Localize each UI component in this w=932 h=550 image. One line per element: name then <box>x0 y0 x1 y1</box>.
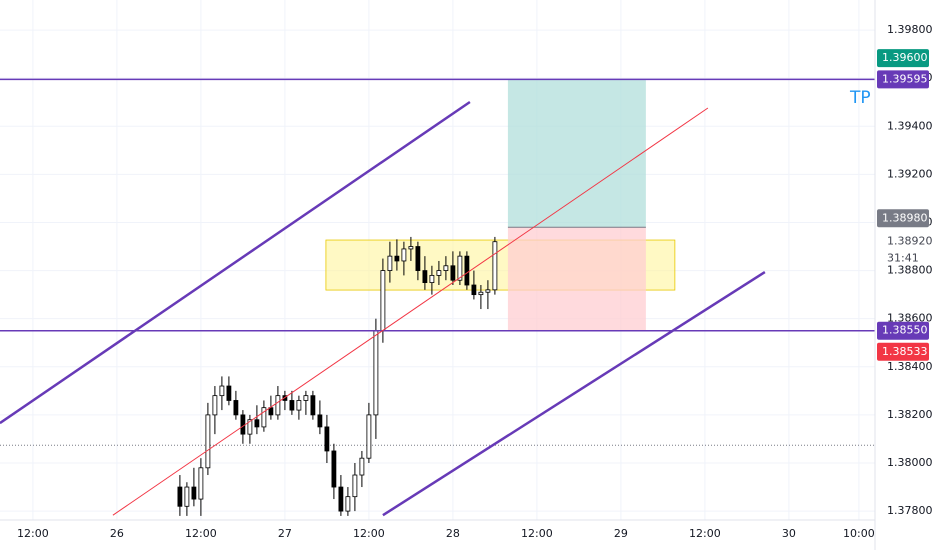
candle-body <box>219 385 225 397</box>
candle-body <box>310 395 316 416</box>
x-tick-label: 10:00 <box>843 527 875 540</box>
candle-body <box>184 486 190 507</box>
y-tick-label: 1.38000 <box>887 456 932 469</box>
price-badge <box>877 321 929 340</box>
candle-body <box>492 241 498 291</box>
candle-body <box>366 414 372 459</box>
candle-body <box>429 274 435 284</box>
price-badge <box>877 342 929 361</box>
candle-body <box>247 419 253 435</box>
y-tick-label: 1.37800 <box>887 504 932 517</box>
x-tick-label: 12:00 <box>17 527 49 540</box>
candle-body <box>450 265 456 281</box>
price-badge-label: 1.39595 <box>882 72 928 85</box>
candle-body <box>205 414 211 469</box>
x-tick-label: 29 <box>614 527 628 540</box>
candle-body <box>380 270 386 332</box>
y-tick-label: 1.39400 <box>887 119 932 132</box>
y-tick-label: 1.38800 <box>887 264 932 277</box>
candle-body <box>443 265 449 271</box>
candle-body <box>233 400 239 416</box>
candle-body <box>289 400 295 411</box>
candle-body <box>471 284 477 296</box>
candle-body <box>268 407 274 416</box>
candle-body <box>422 270 428 284</box>
candle-body <box>352 474 358 498</box>
y-tick-label: 1.38200 <box>887 408 932 421</box>
x-tick-label: 26 <box>110 527 124 540</box>
x-tick-label: 12:00 <box>689 527 721 540</box>
candle-body <box>303 395 309 401</box>
candle-body <box>317 414 323 428</box>
candle-body <box>415 246 421 271</box>
trend-line <box>112 107 709 516</box>
x-tick-label: 28 <box>446 527 460 540</box>
candle-body <box>198 467 204 500</box>
trend-line <box>382 270 766 517</box>
candle-body <box>457 255 463 281</box>
candle-body <box>331 450 337 488</box>
price-badge <box>877 49 929 68</box>
candle-body <box>240 414 246 435</box>
candle-body <box>338 486 344 512</box>
candle-body <box>177 486 183 507</box>
candle-body <box>373 330 379 416</box>
candle-body <box>436 270 442 276</box>
price-axis-bg <box>875 0 932 550</box>
candle-body <box>387 255 393 271</box>
last-price: 1.38920 <box>887 235 932 248</box>
y-tick-label: 1.39200 <box>887 167 932 180</box>
price-badge-label: 1.38980 <box>882 211 928 224</box>
annotation: TP <box>849 88 871 108</box>
candle-body <box>212 395 218 416</box>
y-tick-label: 1.38600 <box>887 312 932 325</box>
candle-body <box>261 407 267 428</box>
candle-body <box>296 400 302 411</box>
y-tick-label: 1.38400 <box>887 360 932 373</box>
price-badge <box>877 209 929 228</box>
price-badge-label: 1.38550 <box>882 324 928 337</box>
x-tick-label: 12:00 <box>353 527 385 540</box>
countdown: 31:41 <box>887 252 919 265</box>
candle-body <box>394 255 400 262</box>
price-badge <box>877 70 929 89</box>
price-badge-label: 1.38533 <box>882 345 928 358</box>
candle-body <box>345 496 351 512</box>
y-tick-label: 1.39800 <box>887 23 932 36</box>
position-loss <box>507 227 646 331</box>
x-tick-label: 12:00 <box>521 527 553 540</box>
candle-body <box>275 395 281 416</box>
candle-body <box>478 291 484 296</box>
x-tick-label: 27 <box>278 527 292 540</box>
candle-body <box>254 419 260 428</box>
candle-body <box>191 486 197 500</box>
candle-body <box>485 289 491 293</box>
position-profit <box>507 79 646 228</box>
candle-body <box>324 426 330 452</box>
x-tick-label: 30 <box>782 527 796 540</box>
x-tick-label: 12:00 <box>185 527 217 540</box>
price-badge-label: 1.39600 <box>882 51 928 64</box>
candle-body <box>226 385 232 401</box>
trend-line <box>0 100 471 425</box>
candle-body <box>359 457 365 476</box>
candle-body <box>401 248 407 262</box>
candle-body <box>408 246 414 250</box>
candle-body <box>464 255 470 286</box>
